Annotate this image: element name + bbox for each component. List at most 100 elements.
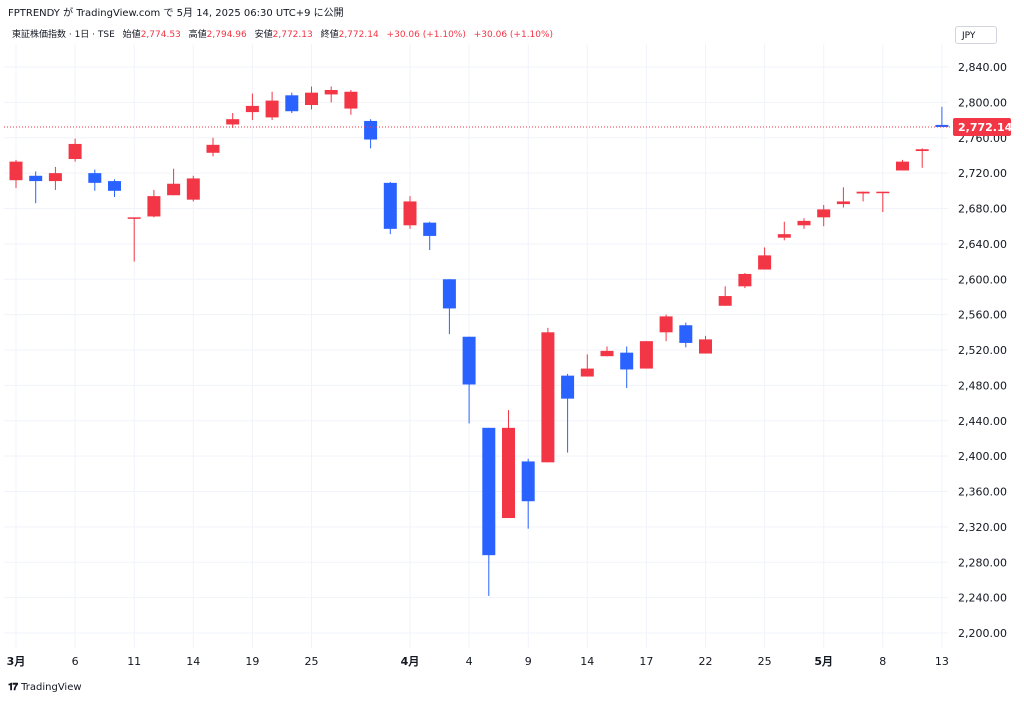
candle (699, 335, 712, 354)
candle-body (639, 341, 653, 369)
candle (896, 159, 909, 171)
candle-body (305, 92, 318, 106)
candle (305, 86, 318, 110)
x-tick-label: 6 (72, 655, 79, 668)
last-price-box (953, 118, 1011, 137)
candle-body (600, 350, 614, 357)
close-label: 終値 (320, 30, 339, 40)
candle (206, 137, 220, 157)
candle-body (738, 273, 752, 287)
candle (245, 93, 259, 121)
candle-body (482, 427, 496, 556)
candle (68, 138, 82, 162)
candle (876, 191, 890, 213)
low-value: 2,772.13 (272, 30, 313, 40)
y-tick-label: 2,240.00 (958, 592, 1007, 605)
candle (364, 119, 378, 149)
y-tick-label: 2,440.00 (958, 415, 1007, 428)
candle-body (797, 220, 811, 226)
candle (48, 166, 62, 190)
y-tick-label: 2,360.00 (958, 486, 1007, 499)
x-tick-label: 17 (639, 655, 653, 668)
candle (620, 346, 634, 389)
x-tick-label: 13 (935, 655, 949, 668)
grid-lines (4, 44, 948, 648)
y-tick-label: 2,320.00 (958, 521, 1007, 534)
candle (127, 217, 141, 262)
change-value-2: +30.06 (+1.10%) (473, 30, 554, 40)
x-tick-label: 25 (758, 655, 772, 668)
y-tick-label: 2,400.00 (958, 450, 1007, 463)
candle (423, 221, 437, 251)
candle (226, 112, 240, 129)
x-tick-label: 3月 (7, 655, 26, 668)
high-value: 2,794.96 (206, 30, 247, 40)
candle-body (265, 100, 279, 118)
candle-body (364, 120, 378, 140)
candle (935, 106, 949, 128)
candle (679, 322, 693, 348)
high-label: 高値 (188, 30, 207, 40)
candle (659, 314, 673, 342)
candle (502, 410, 515, 519)
change-value: +30.06 (+1.10%) (386, 30, 466, 40)
candle-body (521, 461, 535, 502)
x-tick-label: 8 (879, 655, 886, 668)
y-tick-label: 2,520.00 (958, 344, 1007, 357)
candle-body (186, 178, 200, 200)
candle-body (462, 336, 476, 385)
y-tick-label: 2,840.00 (958, 61, 1007, 74)
currency-button[interactable]: JPY (955, 26, 997, 44)
candle (9, 159, 23, 189)
x-tick-label: 5月 (814, 655, 833, 668)
candle (521, 458, 535, 529)
candle-body (127, 217, 141, 219)
candle-body (580, 368, 594, 377)
candle (324, 86, 338, 103)
last-price-marker: 2,772.14 (4, 118, 1013, 137)
candle (383, 181, 397, 235)
candle-body (679, 325, 693, 343)
candle (797, 218, 811, 229)
candle-body (423, 222, 437, 236)
candle (718, 286, 732, 306)
candle-body (29, 175, 43, 182)
y-tick-label: 2,560.00 (958, 309, 1007, 322)
candle-body (502, 427, 515, 519)
y-axis-labels: 2,200.00 2,240.00 2,280.00 2,320.00 2,360.00… (958, 61, 1007, 640)
symbol-label[interactable]: 東証株価指数 · 1日 · TSE (12, 30, 115, 40)
candle-body (147, 196, 161, 217)
close-value: 2,772.14 (338, 30, 379, 40)
candle-body (68, 143, 82, 159)
low-label: 安値 (254, 30, 273, 40)
candle-body (324, 89, 338, 95)
ohlc-legend: 東証株価指数 · 1日 · TSE 始値2,774.53 高値2,794.96 … (12, 27, 553, 40)
candle (344, 89, 358, 115)
candle (442, 279, 456, 335)
candle (285, 92, 299, 113)
candle (738, 273, 752, 289)
x-tick-label: 4 (466, 655, 473, 668)
x-tick-label: 19 (245, 655, 259, 668)
y-tick-label: 2,680.00 (958, 203, 1007, 216)
x-tick-label: 14 (186, 655, 200, 668)
candle-body (206, 144, 220, 153)
y-tick-label: 2,800.00 (958, 96, 1007, 109)
candle-body (876, 191, 890, 194)
candle (600, 346, 614, 357)
y-tick-label: 2,720.00 (958, 167, 1007, 180)
tradingview-logo-icon[interactable]: 𝟏𝟕 (8, 682, 18, 693)
candle-body (817, 209, 831, 218)
candle-body (896, 161, 909, 171)
candle (541, 327, 555, 463)
candle (167, 168, 181, 196)
publish-header: FPTRENDY が TradingView.com で 5月 14, 2025… (8, 4, 344, 19)
x-tick-label: 25 (305, 655, 319, 668)
footer-logo-text[interactable]: TradingView (21, 682, 82, 693)
candle-body (344, 91, 358, 109)
y-tick-label: 2,480.00 (958, 379, 1007, 392)
candle (817, 204, 831, 227)
candle (836, 187, 850, 208)
candle (482, 427, 496, 596)
